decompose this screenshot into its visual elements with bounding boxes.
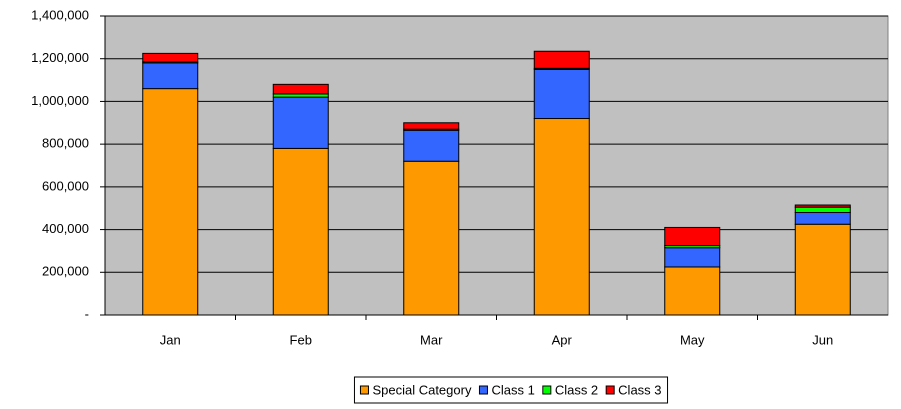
- legend-label: Class 3: [618, 382, 661, 397]
- x-tick-label: Jun: [812, 332, 833, 347]
- bar-segment: [272, 83, 329, 95]
- x-tick-label: Jan: [160, 332, 181, 347]
- y-tick-label: -: [85, 306, 89, 321]
- x-tick-label: Feb: [290, 332, 312, 347]
- x-tick-label: Apr: [552, 332, 573, 347]
- bar-segment: [664, 247, 721, 268]
- y-tick-label: 1,200,000: [31, 50, 89, 65]
- bar-segment: [664, 226, 721, 247]
- legend-swatch: [542, 385, 552, 395]
- plot-area: [104, 15, 889, 316]
- y-tick-label: 600,000: [42, 178, 89, 193]
- bar-segment: [403, 160, 460, 316]
- bar-segment: [403, 122, 460, 130]
- bar-segment: [272, 147, 329, 316]
- bar-segment: [533, 68, 590, 120]
- x-tick-label: Mar: [420, 332, 443, 347]
- legend-label: Class 2: [555, 382, 598, 397]
- bar-segment: [794, 223, 851, 316]
- bar-segment: [794, 206, 851, 213]
- bar-segment: [533, 50, 590, 69]
- y-tick-label: 1,000,000: [31, 93, 89, 108]
- y-tick-label: 400,000: [42, 221, 89, 236]
- bar-segment: [142, 62, 199, 90]
- y-tick-label: 800,000: [42, 136, 89, 151]
- bar-segment: [794, 211, 851, 225]
- bar-segment: [533, 118, 590, 316]
- bar-segment: [403, 129, 460, 162]
- legend: [353, 376, 669, 404]
- legend-swatch: [605, 385, 615, 395]
- y-tick-label: 1,400,000: [31, 7, 89, 22]
- legend-label: Special Category: [372, 382, 471, 397]
- bar-segment: [794, 204, 851, 208]
- bar-segment: [272, 96, 329, 149]
- bar-segment: [664, 266, 721, 316]
- legend-label: Class 1: [491, 382, 534, 397]
- x-tick-label: May: [680, 332, 705, 347]
- bar-segment: [142, 52, 199, 63]
- y-tick-label: 200,000: [42, 264, 89, 279]
- legend-swatch: [478, 385, 488, 395]
- legend-swatch: [359, 385, 369, 395]
- bar-segment: [142, 88, 199, 316]
